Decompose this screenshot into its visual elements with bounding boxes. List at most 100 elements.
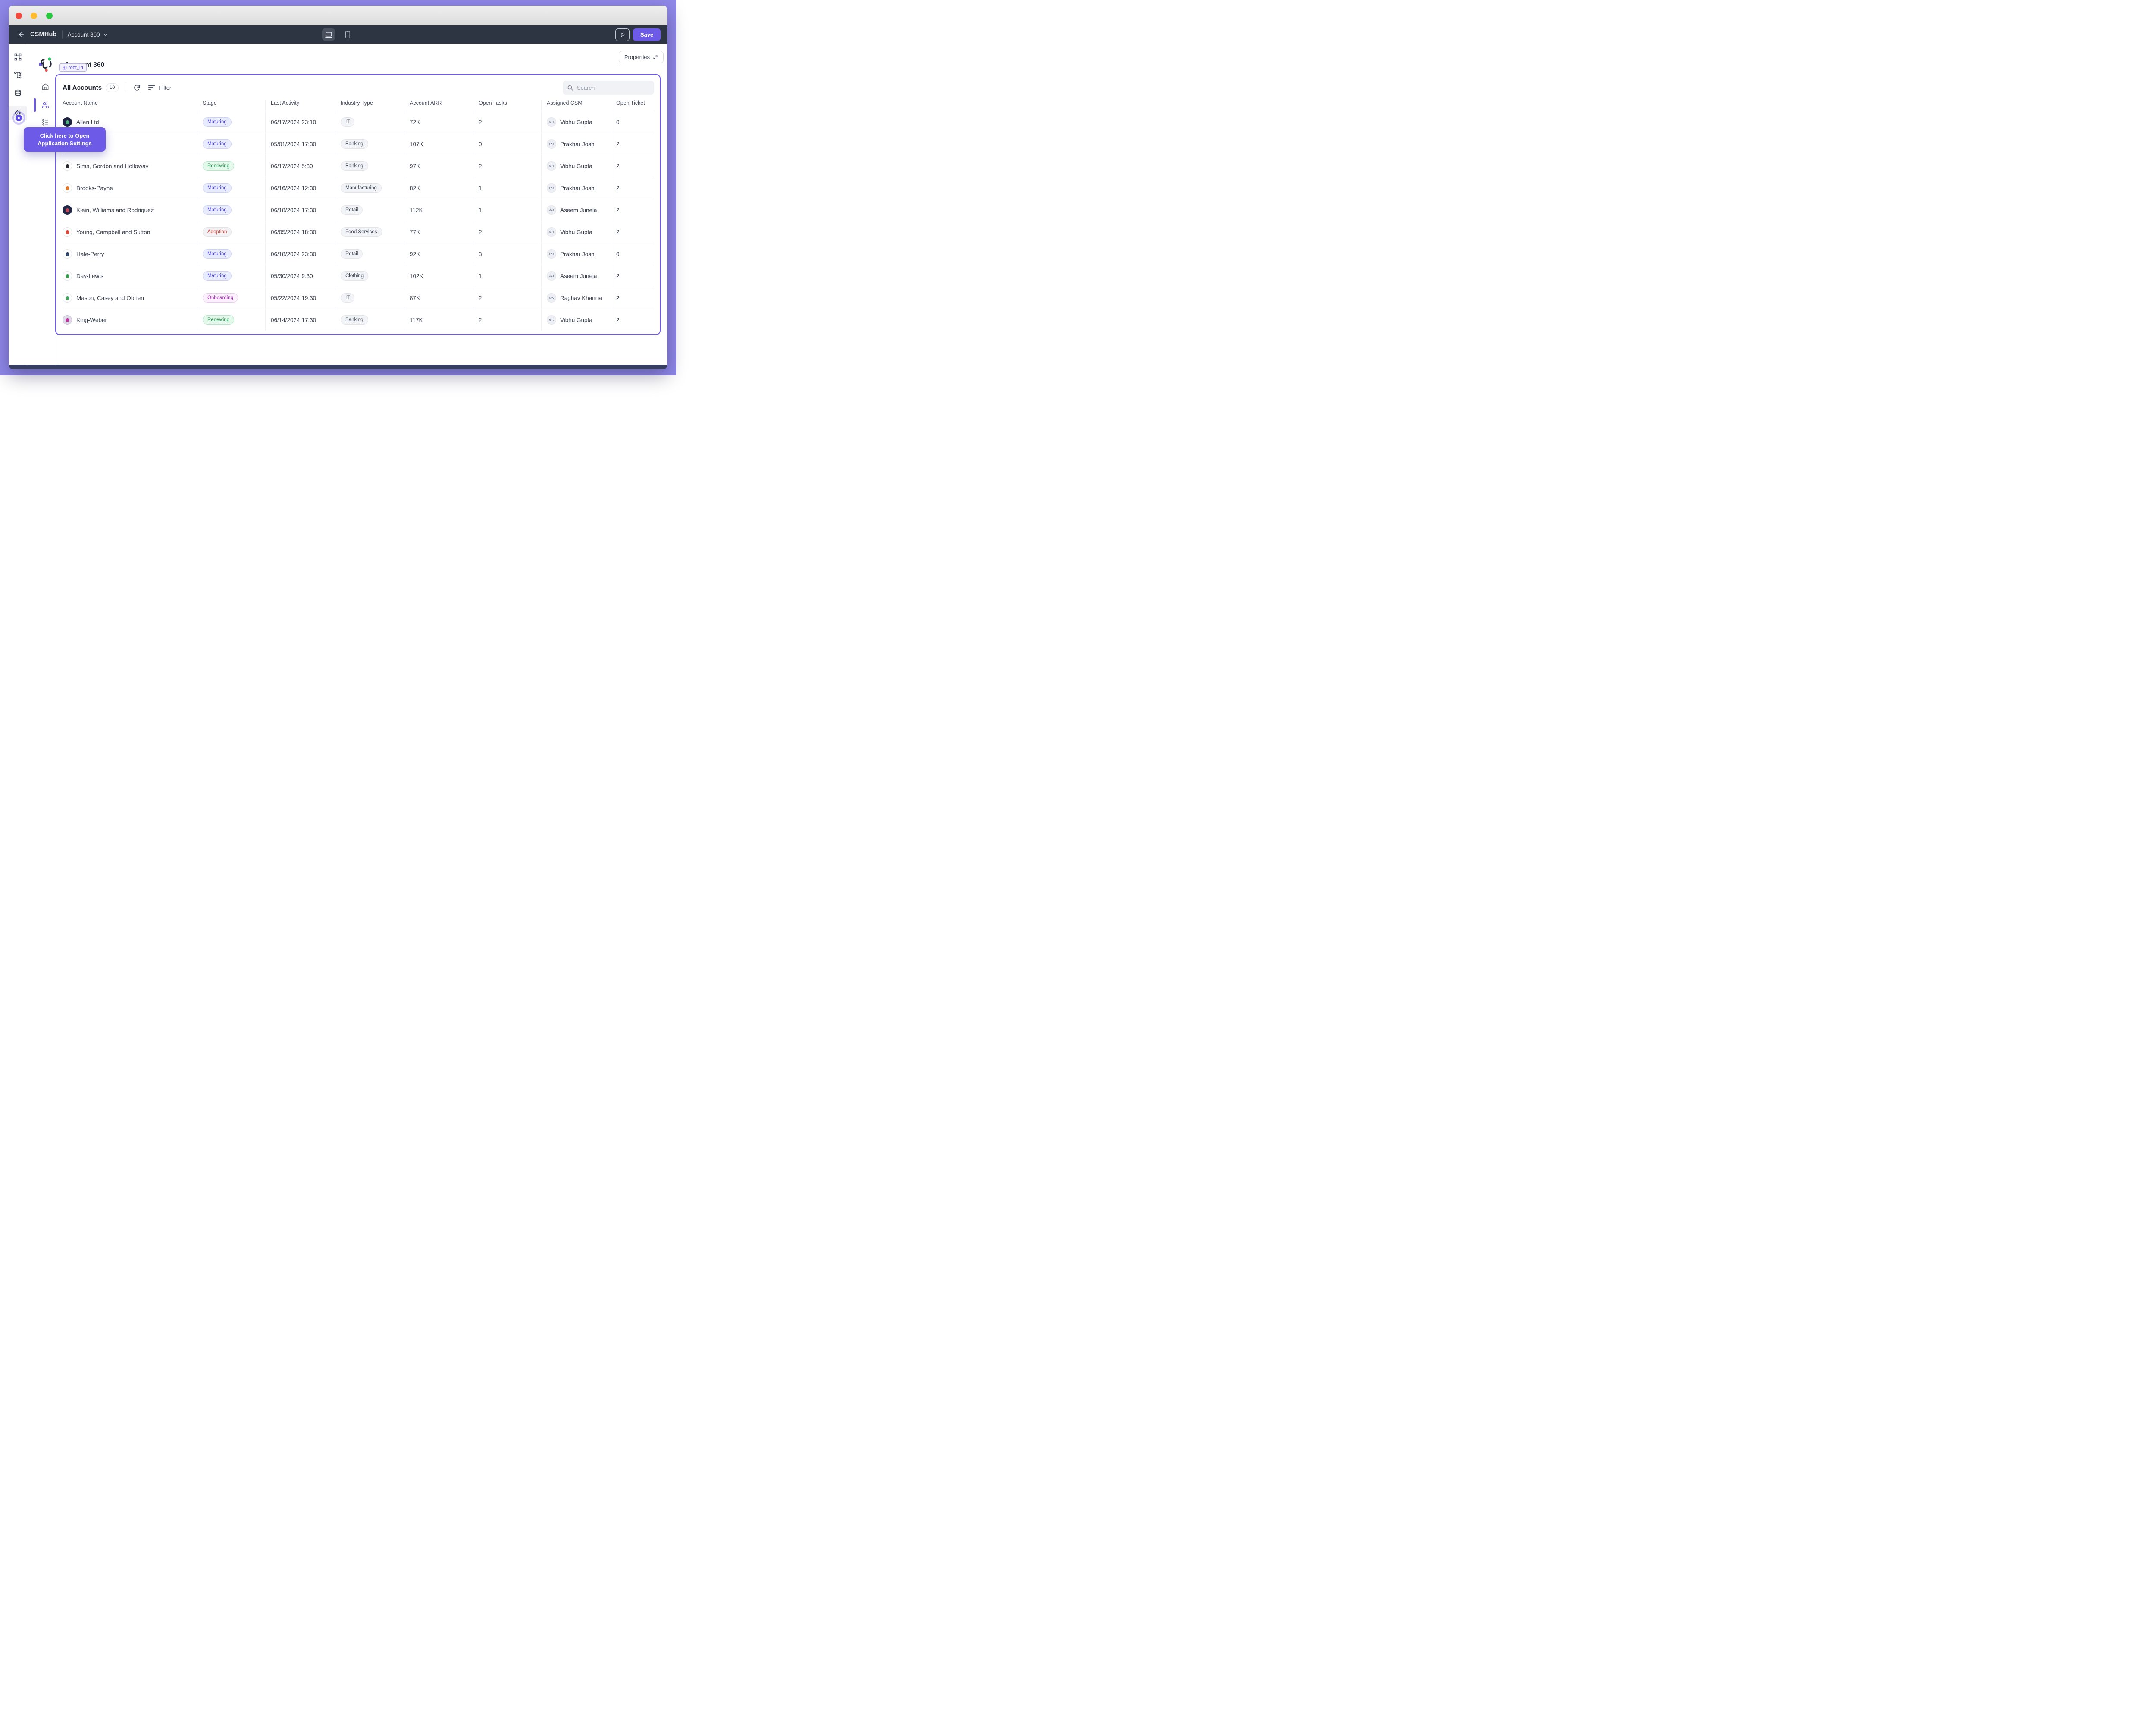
account-name: Klein, Williams and Rodriguez [76, 207, 154, 213]
table-row[interactable]: Maturing 05/01/2024 17:30 Banking 107K 0… [63, 133, 655, 155]
back-icon[interactable] [17, 31, 25, 38]
root-id-chip[interactable]: root_id [59, 63, 87, 72]
column-header[interactable]: Open Tasks [473, 100, 541, 111]
account-name: Sims, Gordon and Holloway [76, 163, 149, 169]
account-avatar [63, 271, 72, 281]
industry-chip: Banking [341, 139, 368, 149]
column-header[interactable]: Assigned CSM [541, 100, 611, 111]
csm-name: Aseem Juneja [560, 207, 597, 213]
column-header[interactable]: Open Ticket [611, 100, 655, 111]
laptop-icon [325, 31, 333, 38]
last-activity: 05/01/2024 17:30 [265, 133, 335, 155]
stage-chip: Maturing [203, 139, 232, 149]
rail-item-home[interactable] [36, 79, 55, 94]
account-arr: 82K [404, 177, 473, 199]
industry-chip: IT [341, 117, 355, 127]
rail-item-accounts[interactable] [36, 97, 55, 112]
account-arr: 92K [404, 243, 473, 265]
table-row[interactable]: Young, Campbell and Sutton Adoption 06/0… [63, 221, 655, 243]
stage-chip: Maturing [203, 249, 232, 259]
form-list-icon [41, 119, 49, 126]
table-row[interactable]: Sims, Gordon and Holloway Renewing 06/17… [63, 155, 655, 177]
properties-button[interactable]: Properties [619, 51, 664, 63]
open-ticket: 0 [611, 243, 655, 265]
last-activity: 06/17/2024 23:10 [265, 111, 335, 133]
column-header[interactable]: Industry Type [335, 100, 404, 111]
accounts-table-panel: All Accounts 10 Filter [55, 74, 661, 335]
table-row[interactable]: Allen Ltd Maturing 06/17/2024 23:10 IT 7… [63, 111, 655, 133]
expand-icon [653, 55, 658, 60]
sidebar-item-datasources[interactable] [9, 86, 27, 100]
industry-chip: Retail [341, 249, 363, 259]
refresh-button[interactable] [132, 83, 141, 92]
filter-label: Filter [159, 84, 172, 91]
table-row[interactable]: Brooks-Payne Maturing 06/16/2024 12:30 M… [63, 177, 655, 199]
table-row[interactable]: Klein, Williams and Rodriguez Maturing 0… [63, 199, 655, 221]
table-row[interactable]: King-Weber Renewing 06/14/2024 17:30 Ban… [63, 309, 655, 331]
sidebar-item-settings[interactable]: ⚙ [9, 106, 27, 121]
table-row[interactable]: Mason, Casey and Obrien Onboarding 05/22… [63, 287, 655, 309]
rail-active-indicator [34, 98, 36, 112]
open-tasks: 3 [473, 243, 541, 265]
open-tasks: 2 [473, 221, 541, 243]
stage-chip: Maturing [203, 271, 232, 281]
search-input[interactable] [577, 85, 646, 91]
save-button[interactable]: Save [633, 28, 661, 41]
account-name: King-Weber [76, 316, 107, 323]
open-tasks: 0 [473, 133, 541, 155]
table-row[interactable]: Hale-Perry Maturing 06/18/2024 23:30 Ret… [63, 243, 655, 265]
minimize-window-button[interactable] [31, 13, 37, 19]
home-icon [41, 83, 49, 91]
account-avatar [63, 293, 72, 303]
csm-name: Prakhar Joshi [560, 141, 596, 147]
account-avatar-mark [65, 296, 69, 300]
account-avatar-mark [65, 120, 69, 124]
table-row[interactable]: Day-Lewis Maturing 05/30/2024 9:30 Cloth… [63, 265, 655, 287]
top-toolbar: CSMHub Account 360 [9, 25, 667, 44]
search-icon [567, 85, 573, 91]
rail-item-form[interactable] [36, 115, 55, 130]
column-header[interactable]: Last Activity [265, 100, 335, 111]
table-toolbar: All Accounts 10 Filter [56, 75, 660, 100]
close-window-button[interactable] [16, 13, 22, 19]
open-tasks: 1 [473, 199, 541, 221]
industry-chip: IT [341, 293, 355, 303]
csm-name: Prakhar Joshi [560, 250, 596, 257]
last-activity: 06/14/2024 17:30 [265, 309, 335, 331]
account-avatar [63, 205, 72, 215]
account-avatar [63, 227, 72, 237]
csm-name: Raghav Khanna [560, 294, 602, 301]
table-body: Allen Ltd Maturing 06/17/2024 23:10 IT 7… [63, 111, 655, 331]
last-activity: 06/18/2024 23:30 [265, 243, 335, 265]
table-title: All Accounts [63, 84, 102, 91]
laptop-view-button[interactable] [322, 28, 335, 41]
sidebar-item-flow[interactable] [9, 68, 27, 82]
stage-chip: Maturing [203, 117, 232, 127]
open-tasks: 1 [473, 265, 541, 287]
account-avatar-mark [65, 208, 69, 212]
account-name: Day-Lewis [76, 272, 104, 279]
accounts-table: Account Name Stage Last Activity Industr… [63, 100, 655, 331]
zoom-window-button[interactable] [46, 13, 53, 19]
industry-chip: Clothing [341, 271, 369, 281]
industry-chip: Food Services [341, 227, 382, 237]
properties-label: Properties [624, 54, 650, 60]
csm-avatar: AJ [547, 271, 556, 281]
run-app-button[interactable] [615, 28, 630, 41]
mobile-view-button[interactable] [341, 28, 354, 41]
page-selector[interactable]: Account 360 [68, 31, 108, 38]
csm-name: Vibhu Gupta [560, 228, 592, 235]
account-name: Allen Ltd [76, 119, 99, 125]
account-arr: 77K [404, 221, 473, 243]
row-count-badge: 10 [106, 83, 119, 92]
column-header[interactable]: Stage [197, 100, 265, 111]
desktop-background: CSMHub Account 360 [0, 0, 676, 375]
filter-button[interactable]: Filter [148, 85, 171, 91]
csm-name: Aseem Juneja [560, 272, 597, 279]
sidebar-item-artboard[interactable] [9, 50, 27, 64]
column-header[interactable]: Account ARR [404, 100, 473, 111]
column-header[interactable]: Account Name [63, 100, 98, 106]
account-avatar [63, 183, 72, 193]
chevron-down-icon [103, 32, 108, 37]
open-ticket: 2 [611, 287, 655, 309]
